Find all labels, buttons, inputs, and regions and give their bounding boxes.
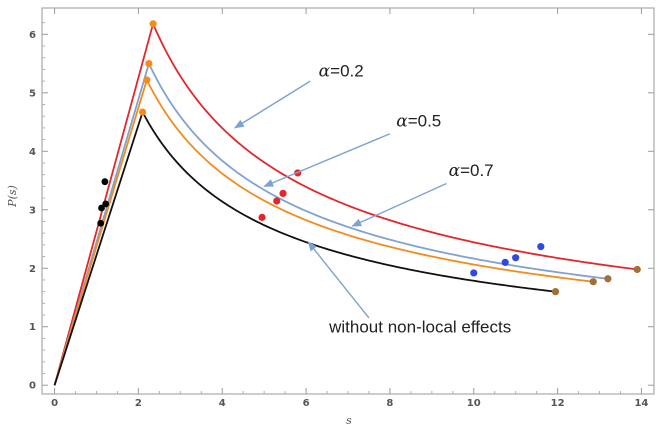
y-axis-label: P(s) — [6, 185, 19, 208]
point-a05-0 — [145, 60, 152, 67]
annotation-label-a07: α=0.7 — [449, 161, 494, 181]
annotation-arrow-a07 — [352, 183, 446, 226]
point-a02-3 — [634, 266, 641, 273]
point-local-2 — [470, 269, 477, 276]
x-tick-label: 4 — [219, 398, 226, 409]
annotation-text-local: without non-local effects — [328, 318, 511, 337]
annotation-text-a05: =0.5 — [408, 112, 442, 131]
point-a05-1 — [279, 190, 286, 197]
point-local-3 — [552, 288, 559, 295]
y-tick-label: 1 — [29, 322, 36, 333]
point-a07-1 — [273, 197, 280, 204]
annotation-label-local: without non-local effects — [328, 318, 511, 337]
point-a07-2 — [502, 259, 509, 266]
annotation-text-a07: =0.7 — [460, 161, 494, 180]
annotation-text-a02: =0.2 — [330, 61, 364, 80]
x-tick-label: 6 — [303, 398, 310, 409]
point-a07-3 — [590, 278, 597, 285]
annotation-label-a05: α=0.5 — [396, 112, 441, 132]
y-tick-label: 5 — [29, 88, 36, 99]
y-tick-label: 4 — [29, 147, 36, 158]
rise-point-0 — [101, 178, 108, 185]
y-tick-label: 3 — [29, 205, 36, 216]
x-tick-label: 2 — [135, 398, 142, 409]
annotation-alpha-a02: α — [319, 61, 331, 81]
x-tick-label: 10 — [467, 398, 481, 409]
annotation-label-a02: α=0.2 — [319, 61, 364, 81]
y-tick-label: 0 — [29, 381, 36, 392]
markers — [97, 20, 641, 295]
point-a02-2 — [537, 243, 544, 250]
annotation-alpha-a05: α — [396, 112, 408, 132]
annotation-alpha-a07: α — [449, 161, 461, 181]
x-tick-label: 0 — [51, 398, 58, 409]
rise-point-2 — [98, 205, 105, 212]
x-tick-label: 14 — [634, 398, 648, 409]
point-a07-0 — [143, 76, 150, 83]
y-tick-label: 2 — [29, 264, 36, 275]
point-local-1 — [258, 214, 265, 221]
x-axis-label: s — [346, 414, 352, 426]
point-a05-2 — [512, 254, 519, 261]
series-line-a07 — [55, 80, 594, 385]
rise-point-3 — [97, 220, 104, 227]
annotation-arrow-a05 — [264, 134, 390, 187]
annotation-arrow-a02 — [235, 81, 310, 128]
x-tick-label: 12 — [551, 398, 565, 409]
point-a05-3 — [604, 275, 611, 282]
point-a02-0 — [149, 20, 156, 27]
y-tick-label: 6 — [29, 30, 36, 41]
series-line-local — [55, 112, 556, 385]
x-tick-label: 8 — [386, 398, 393, 409]
point-local-0 — [139, 109, 146, 116]
